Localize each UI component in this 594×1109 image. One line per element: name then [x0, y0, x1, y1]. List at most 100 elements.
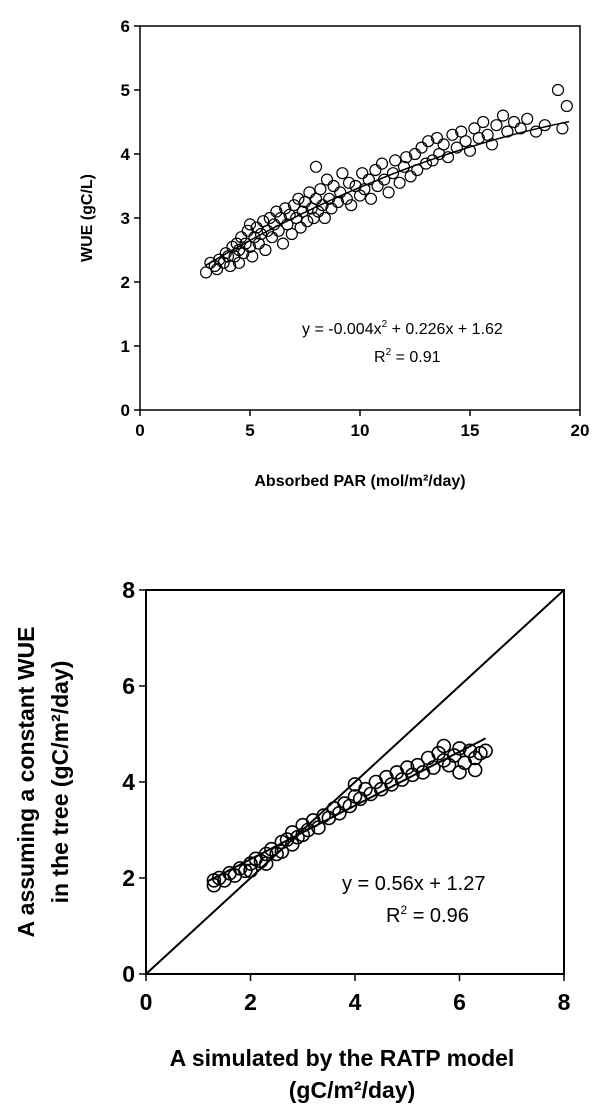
data-point [264, 841, 279, 857]
data-point [551, 83, 565, 97]
data-point [375, 157, 389, 170]
data-point [237, 863, 253, 879]
data-point [408, 147, 422, 161]
data-point [217, 256, 230, 269]
data-point [243, 863, 258, 879]
fit-equation: y = 0.56x + 1.27 [342, 873, 485, 895]
data-point [270, 205, 283, 218]
data-point [294, 221, 307, 234]
data-point [228, 250, 241, 263]
y-tick-label: 3 [121, 209, 130, 228]
data-point [301, 215, 314, 228]
data-point [237, 247, 250, 260]
data-point [410, 757, 426, 773]
y-tick-label: 6 [121, 17, 130, 36]
data-point [303, 186, 316, 199]
data-point [334, 186, 347, 199]
data-point [243, 218, 257, 231]
data-point [463, 144, 477, 157]
x-tick-label: 4 [349, 989, 362, 1015]
fit-line [208, 737, 487, 882]
data-point [477, 115, 490, 129]
data-point [450, 141, 463, 154]
data-point [415, 141, 428, 154]
data-point [342, 176, 356, 189]
data-point [285, 227, 298, 241]
x-tick-label: 5 [245, 421, 254, 440]
r-squared: R2 = 0.96 [386, 903, 469, 927]
data-point [219, 247, 232, 260]
x-axis-ticks: 0 2 4 6 8 [140, 974, 571, 1015]
data-point [446, 748, 462, 763]
data-point [327, 179, 340, 193]
data-point [389, 154, 402, 167]
x-tick-label: 0 [140, 989, 153, 1015]
data-point [235, 231, 248, 244]
chart-a-constant-vs-ratp: 0 2 4 6 8 0 2 4 6 8 A assuming a constant WUE in… [13, 577, 571, 1103]
data-point [259, 243, 272, 257]
x-axis-label: A simulated by the RATP model [170, 1045, 515, 1071]
data-point [292, 192, 305, 205]
y-tick-label: 4 [122, 769, 135, 795]
y-tick-label: 4 [121, 145, 131, 164]
data-point [485, 138, 499, 151]
data-point [369, 163, 382, 177]
data-point [356, 167, 369, 180]
y-axis-label: WUE (gC/L) [79, 174, 96, 262]
data-point [431, 745, 446, 761]
y-axis-label: A assuming a constant WUE [13, 627, 39, 938]
data-point [230, 237, 243, 250]
data-point [279, 202, 292, 215]
data-point [276, 237, 290, 250]
data-point [496, 109, 510, 122]
data-point [241, 224, 254, 237]
data-point [399, 760, 415, 775]
data-point [529, 125, 543, 138]
y-axis-ticks: 0 1 2 3 4 5 6 [121, 17, 140, 420]
data-point [452, 765, 467, 780]
data-point [467, 762, 483, 778]
data-point [248, 231, 261, 244]
y-tick-label: 0 [121, 401, 130, 420]
x-tick-label: 2 [244, 989, 257, 1015]
y-axis-ticks: 0 2 4 6 8 [122, 577, 146, 987]
fit-equation: y = -0.004x2 + 0.226x + 1.62 [302, 319, 503, 338]
data-point [467, 750, 483, 766]
data-points [199, 83, 573, 279]
data-point [404, 170, 417, 183]
data-point [436, 738, 452, 754]
y-axis-label-line2: in the tree (gC/m²/day) [47, 661, 73, 904]
x-tick-label: 6 [453, 989, 466, 1015]
x-tick-label: 0 [135, 421, 144, 440]
data-point [284, 825, 300, 840]
data-point [393, 176, 406, 189]
x-tick-label: 8 [558, 989, 571, 1015]
data-point [210, 263, 224, 276]
data-point [353, 189, 367, 202]
data-point [400, 151, 413, 164]
data-point [521, 112, 534, 125]
y-tick-label: 6 [122, 673, 135, 699]
identity-line [145, 589, 565, 975]
plot-area-frame [139, 25, 581, 411]
data-points [206, 738, 493, 893]
x-axis-label: Absorbed PAR (mol/m²/day) [254, 473, 465, 490]
data-point [325, 202, 338, 215]
x-axis-label-line2: (gC/m²/day) [289, 1077, 416, 1103]
data-point [316, 199, 329, 212]
data-point [430, 131, 444, 145]
data-point [254, 227, 268, 241]
data-point [501, 125, 514, 138]
fit-curve [205, 120, 570, 266]
data-point [514, 122, 527, 135]
data-point [507, 115, 521, 129]
data-point [422, 135, 435, 148]
y-tick-label: 5 [121, 81, 130, 100]
data-point [252, 237, 265, 250]
data-point [358, 781, 373, 797]
x-tick-label: 20 [571, 421, 590, 440]
data-point [538, 119, 551, 132]
x-tick-label: 15 [461, 421, 480, 440]
data-point [318, 211, 331, 225]
data-point [258, 856, 274, 871]
